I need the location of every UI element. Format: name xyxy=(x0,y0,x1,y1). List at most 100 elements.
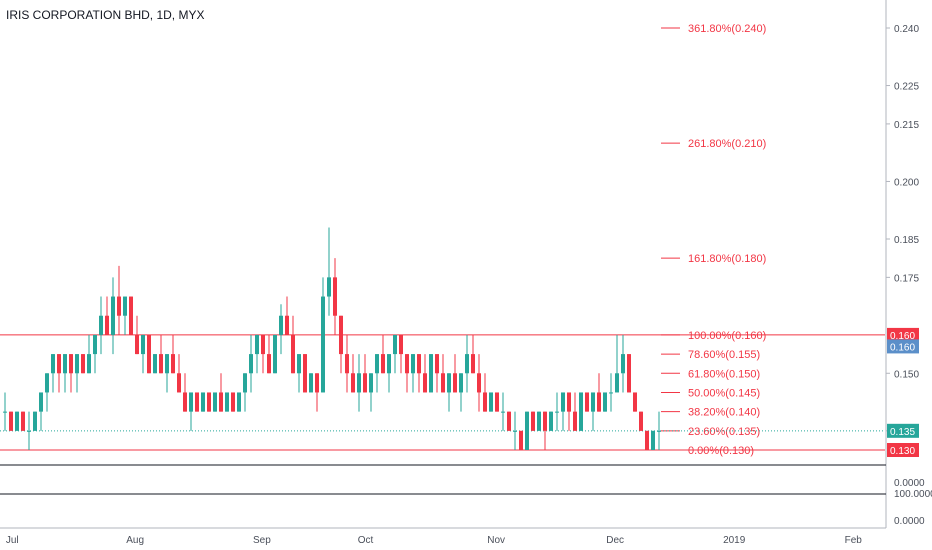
candle[interactable] xyxy=(219,373,223,412)
candle[interactable] xyxy=(441,354,445,393)
candle[interactable] xyxy=(567,392,571,431)
candle[interactable] xyxy=(561,392,565,431)
candle[interactable] xyxy=(363,354,367,393)
candle[interactable] xyxy=(183,373,187,412)
candle[interactable] xyxy=(417,354,421,393)
candle[interactable] xyxy=(549,411,553,431)
candle[interactable] xyxy=(465,334,469,393)
candle[interactable] xyxy=(339,315,343,374)
candle[interactable] xyxy=(171,334,175,374)
candle[interactable] xyxy=(585,392,589,412)
candle[interactable] xyxy=(627,354,631,393)
candle[interactable] xyxy=(87,334,91,374)
candle[interactable] xyxy=(309,373,313,393)
candle[interactable] xyxy=(519,430,523,450)
candle[interactable] xyxy=(357,354,361,412)
candle[interactable] xyxy=(327,227,331,316)
candle[interactable] xyxy=(303,354,307,393)
candle[interactable] xyxy=(603,392,607,412)
candle[interactable] xyxy=(423,354,427,393)
candle[interactable] xyxy=(429,354,433,393)
candle[interactable] xyxy=(633,392,637,412)
candle[interactable] xyxy=(555,392,559,431)
candle[interactable] xyxy=(369,373,373,412)
candle[interactable] xyxy=(249,334,253,393)
candle[interactable] xyxy=(99,296,103,355)
candle[interactable] xyxy=(381,334,385,374)
candle[interactable] xyxy=(435,354,439,393)
candle[interactable] xyxy=(657,411,661,450)
candle[interactable] xyxy=(507,411,511,431)
candle[interactable] xyxy=(447,373,451,412)
candle[interactable] xyxy=(501,392,505,431)
candle[interactable] xyxy=(147,334,151,374)
candle[interactable] xyxy=(153,354,157,374)
candle[interactable] xyxy=(285,296,289,335)
candle[interactable] xyxy=(513,411,517,450)
candle[interactable] xyxy=(177,354,181,393)
candle[interactable] xyxy=(213,392,217,412)
candle[interactable] xyxy=(351,354,355,393)
candle[interactable] xyxy=(291,315,295,374)
candle[interactable] xyxy=(123,296,127,335)
candle[interactable] xyxy=(51,354,55,393)
candle[interactable] xyxy=(129,296,133,335)
candle[interactable] xyxy=(315,373,319,412)
candle[interactable] xyxy=(531,411,535,431)
candle[interactable] xyxy=(201,392,205,412)
candle[interactable] xyxy=(537,411,541,431)
candle[interactable] xyxy=(477,354,481,412)
candle[interactable] xyxy=(135,315,139,355)
candle[interactable] xyxy=(141,334,145,374)
candle[interactable] xyxy=(231,392,235,412)
candle[interactable] xyxy=(273,334,277,374)
candle[interactable] xyxy=(489,392,493,412)
candle[interactable] xyxy=(159,334,163,374)
candle[interactable] xyxy=(69,354,73,393)
candle[interactable] xyxy=(261,334,265,374)
candle[interactable] xyxy=(591,392,595,431)
candle[interactable] xyxy=(27,411,31,450)
candle[interactable] xyxy=(375,354,379,393)
candle[interactable] xyxy=(57,354,61,393)
candle[interactable] xyxy=(105,296,109,335)
candle[interactable] xyxy=(579,392,583,431)
candle[interactable] xyxy=(9,411,13,431)
candle[interactable] xyxy=(621,334,625,393)
candle[interactable] xyxy=(189,392,193,431)
candle[interactable] xyxy=(645,430,649,450)
candle[interactable] xyxy=(81,354,85,374)
candle[interactable] xyxy=(279,304,283,355)
candle[interactable] xyxy=(93,334,97,374)
candle[interactable] xyxy=(615,334,619,393)
candle[interactable] xyxy=(63,354,67,393)
candle[interactable] xyxy=(471,334,475,374)
candle[interactable] xyxy=(33,411,37,431)
candle[interactable] xyxy=(525,411,529,450)
candle[interactable] xyxy=(111,277,115,355)
candle[interactable] xyxy=(321,277,325,393)
candle[interactable] xyxy=(597,373,601,412)
candle[interactable] xyxy=(15,411,19,431)
candle[interactable] xyxy=(483,373,487,412)
candle[interactable] xyxy=(495,392,499,412)
candle[interactable] xyxy=(453,354,457,393)
candle[interactable] xyxy=(651,430,655,450)
candle[interactable] xyxy=(165,354,169,393)
candle[interactable] xyxy=(39,392,43,431)
candle[interactable] xyxy=(333,258,337,335)
candle[interactable] xyxy=(21,411,25,431)
candle[interactable] xyxy=(399,334,403,374)
candle[interactable] xyxy=(45,373,49,412)
candle[interactable] xyxy=(75,354,79,393)
candle[interactable] xyxy=(297,354,301,393)
candle[interactable] xyxy=(543,411,547,450)
candle[interactable] xyxy=(573,392,577,431)
candle[interactable] xyxy=(243,373,247,412)
candle[interactable] xyxy=(117,265,121,335)
candle[interactable] xyxy=(267,334,271,374)
candle[interactable] xyxy=(255,334,259,374)
candle[interactable] xyxy=(345,334,349,393)
candle[interactable] xyxy=(387,354,391,393)
